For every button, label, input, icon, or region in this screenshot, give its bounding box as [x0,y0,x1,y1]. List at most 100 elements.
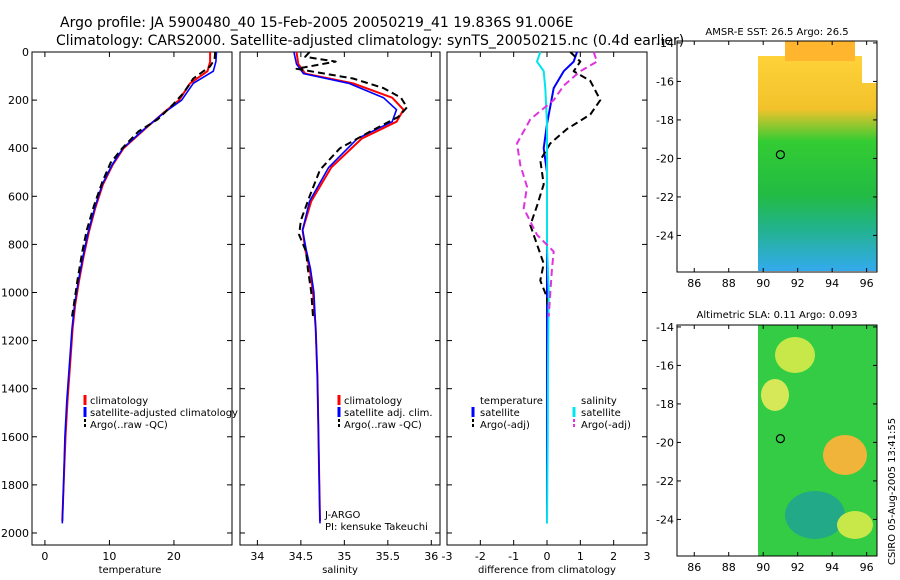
map-sst-white-gap-3 [862,55,877,83]
legend-label-temp-argo: Argo(-adj) [480,420,530,431]
legend-label-argo: Argo(..raw -QC) [90,420,168,431]
x-tick-label: 1 [577,550,584,563]
map-y-tick-label: -24 [656,513,674,526]
temperature-x-axis: 0 10 20 [41,52,181,563]
difference-x-axis: -3 -2 -1 0 1 2 3 [442,52,651,563]
panel-salinity: 34 34.5 35 35.5 36 salinity climatology sate… [239,51,441,576]
series-temperature-satellite [542,51,578,524]
series-argo-raw-qc [71,51,217,317]
map-sla-yellow-blob-2 [761,379,789,411]
y-tick-label: 0 [22,46,29,59]
series-climatology [61,52,212,522]
y-tick-label: 600 [8,190,29,203]
x-tick-label: -2 [475,550,486,563]
series-salinity-argo-adj [516,51,598,317]
legend-label-sal-satellite: satellite [581,408,621,419]
map-sla-teal-blob [785,491,845,539]
legend-label-satellite: satellite-adjusted climatology [90,408,238,419]
x-tick-label: 34.5 [289,550,314,563]
panel-difference: -3 -2 -1 0 1 2 3 difference from climatology t… [442,51,651,576]
x-tick-label: 35.5 [376,550,401,563]
title-line-1: Argo profile: JA 5900480_40 15-Feb-2005 … [60,15,573,31]
map-x-tick-label: 90 [756,277,770,290]
map-y-tick-label: -22 [656,475,674,488]
map-x-tick-label: 96 [860,277,874,290]
map-y-tick-label: -22 [656,191,674,204]
difference-y-ticks [447,51,647,534]
map-sst-axes: 86 88 90 92 94 96 -14 -16 -18 -20 -22 -24 [656,37,877,290]
map-x-tick-label: 92 [791,277,805,290]
legend-label-satellite: satellite adj. clim. [344,408,433,419]
map-x-tick-label: 94 [825,561,839,574]
map-sst-field [758,55,877,271]
x-tick-label: 0 [41,550,48,563]
map-sst-orange-patch [785,41,855,61]
salinity-x-axis: 34 34.5 35 35.5 36 [250,52,438,563]
y-tick-label: 400 [8,142,29,155]
map-y-tick-label: -14 [656,321,674,334]
map-y-tick-label: -18 [656,398,674,411]
legend-temperature-header: temperature [480,396,543,407]
y-tick-label: 1400 [1,383,29,396]
map-x-tick-label: 88 [722,277,736,290]
salinity-y-ticks [240,51,440,534]
x-tick-label: -3 [442,550,453,563]
panel-temperature: 0 200 400 600 800 1000 1200 1400 1600 1800 2000 0 1… [1,46,238,576]
map-x-tick-label: 88 [722,561,736,574]
difference-x-label: difference from climatology [478,565,616,576]
map-y-tick-label: -16 [656,359,674,372]
y-tick-label: 1000 [1,286,29,299]
map-sla-orange-blob [823,435,867,475]
map-sla-yellow-blob-3 [837,511,873,539]
series-satellite-adj-clim [293,51,398,524]
temperature-y-axis: 0 200 400 600 800 1000 1200 1400 1600 1800 2000 [1,46,232,540]
difference-series [516,51,602,524]
map-sst-float-marker [775,150,786,160]
x-tick-label: 0 [544,550,551,563]
salinity-annotation: J-ARGO PI: kensuke Takeuchi [324,510,428,533]
x-tick-label: -1 [508,550,519,563]
salinity-panel-frame [239,51,441,546]
map-x-tick-label: 92 [791,561,805,574]
difference-legend: temperature satellite Argo(-adj) salinit… [471,396,631,431]
x-tick-label: 34 [250,550,264,563]
map-y-tick-label: -14 [656,37,674,50]
map-sst-title: AMSR-E SST: 26.5 Argo: 26.5 [705,27,848,38]
map-y-tick-label: -20 [656,152,674,165]
salinity-x-label: salinity [322,565,358,576]
x-tick-label: 20 [167,550,181,563]
legend-label-temp-satellite: satellite [480,408,520,419]
legend-label-climatology: climatology [344,396,402,407]
y-tick-label: 200 [8,94,29,107]
temperature-panel-frame [31,51,233,546]
title-line-2: Climatology: CARS2000. Satellite-adjuste… [56,33,684,49]
x-tick-label: 2 [610,550,617,563]
y-tick-label: 2000 [1,527,29,540]
map-sla-float-marker [775,434,786,444]
temperature-series [61,51,218,524]
y-tick-label: 800 [8,238,29,251]
map-x-tick-label: 86 [687,277,701,290]
salinity-series [293,51,408,524]
temperature-legend: climatology satellite-adjusted climatolo… [83,395,238,431]
map-sla-yellow-blob-1 [775,337,815,373]
annotation-pi: PI: kensuke Takeuchi [325,522,428,533]
map-sla-axes: 86 88 90 92 94 96 -14 -16 -18 -20 -22 -24 [656,321,877,574]
map-x-tick-label: 94 [825,277,839,290]
legend-salinity-header: salinity [581,396,617,407]
map-sst-white-gap-1 [758,41,785,56]
x-tick-label: 10 [102,550,116,563]
y-tick-label: 1800 [1,479,29,492]
legend-label-argo: Argo(..raw -QC) [344,420,422,431]
map-sst-frame [676,40,878,273]
y-tick-label: 1600 [1,431,29,444]
map-sla-frame [676,324,878,557]
x-tick-label: 36 [424,550,438,563]
map-y-tick-label: -18 [656,114,674,127]
map-x-tick-label: 86 [687,561,701,574]
map-x-tick-label: 96 [860,561,874,574]
series-satellite-adjusted-climatology [61,51,218,524]
map-sst: AMSR-E SST: 26.5 Argo: 26.5 86 88 90 92 94 96… [656,27,878,290]
map-sst-white-gap-2 [855,41,877,56]
